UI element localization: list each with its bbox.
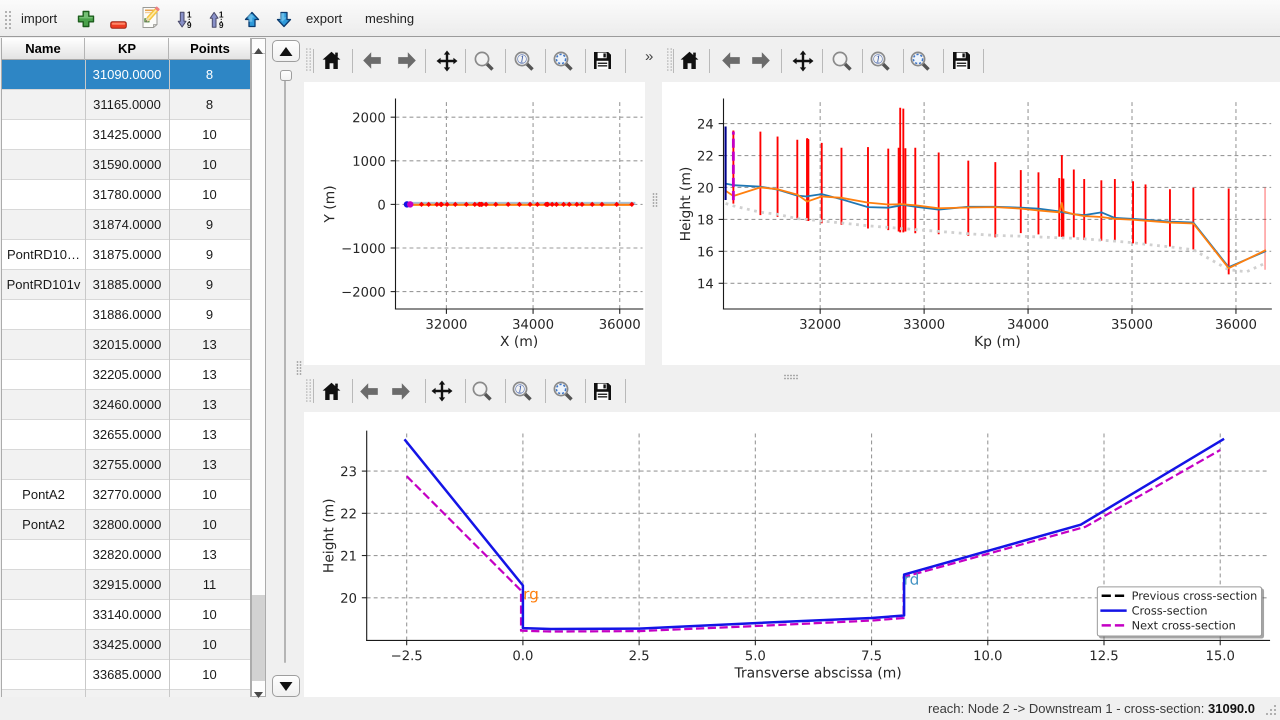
- svg-text:1: 1: [518, 385, 523, 396]
- svg-text:1: 1: [187, 9, 192, 19]
- svg-text:9: 9: [187, 20, 192, 30]
- svg-text:1: 1: [520, 54, 525, 65]
- svg-text:1: 1: [876, 54, 881, 65]
- svg-text:9: 9: [219, 20, 224, 30]
- svg-text:1: 1: [219, 9, 224, 19]
